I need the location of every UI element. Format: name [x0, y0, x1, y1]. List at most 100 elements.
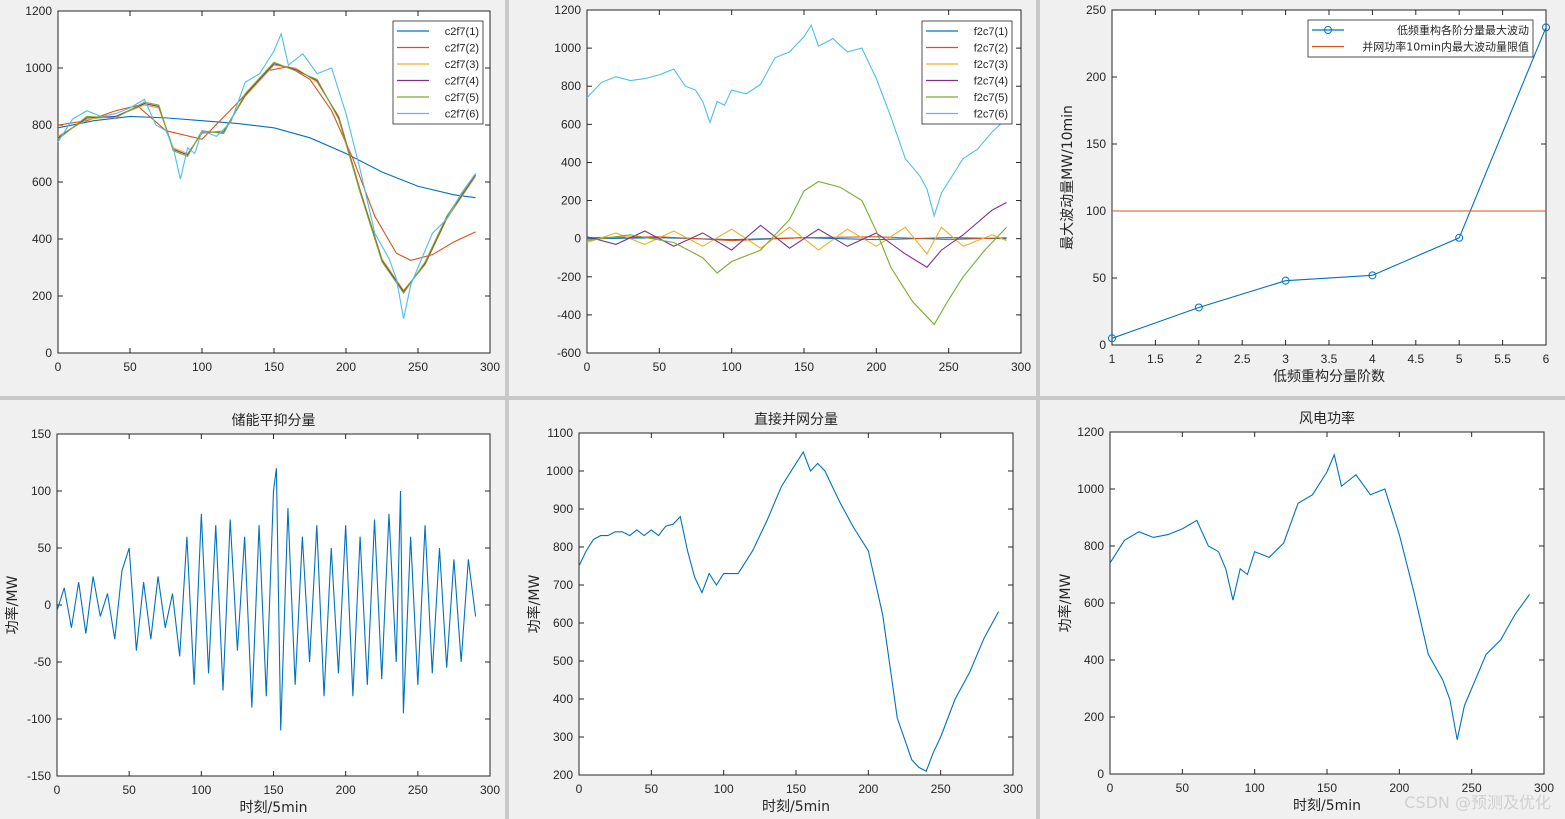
chart-title: 储能平抑分量: [232, 413, 316, 429]
x-tick-label: 0: [1107, 781, 1114, 795]
storage-chart: 0 50 100 150 200 250 300 -150 -100 -50 0 50 100 150 储能…: [4, 413, 500, 816]
legend-box: [392, 20, 484, 125]
y-tick-label: 1000: [554, 41, 581, 55]
y-tick-label: -600: [557, 346, 581, 360]
series-line: [578, 450, 1000, 772]
series-line: [57, 32, 477, 319]
y-tick-label: 0: [44, 598, 51, 612]
series-line: [586, 236, 1007, 242]
y-tick-label: 400: [1084, 653, 1104, 667]
chart-panel-f2c7: 0 50 100 150 200 250 300 -600 -400 -200 0 200 400 600…: [513, 0, 1036, 396]
legend-label: f2c7(3): [974, 59, 1008, 71]
series-line: [57, 65, 476, 261]
series-line: [57, 115, 476, 199]
legend-label: c2f7(3): [445, 59, 479, 71]
x-tick-label: 50: [123, 360, 137, 374]
x-tick-label: 1: [1109, 352, 1116, 366]
y-tick-label: 400: [32, 232, 52, 246]
x-axis-label: 时刻/5min: [1293, 798, 1361, 814]
legend-box: [1307, 19, 1534, 58]
x-tick-label: 2: [1195, 352, 1202, 366]
chart-title: 风电功率: [1299, 410, 1355, 427]
y-tick-label: 200: [1084, 710, 1104, 724]
x-tick-label: 4: [1369, 352, 1376, 366]
y-tick-label: 200: [561, 194, 581, 208]
x-tick-label: 200: [336, 360, 356, 374]
x-tick-label: 250: [408, 783, 428, 797]
x-tick-label: 200: [866, 360, 886, 374]
chart-panel-grid: 0 50 100 150 200 250 300 200 300 400 500 600 700 800 9…: [509, 400, 1036, 819]
c2f7-chart: 0 50 100 150 200 250 300 0 200 400 600 800 1000 1200 c…: [25, 4, 500, 374]
plot-area: [56, 433, 491, 777]
y-tick-label: 100: [31, 484, 51, 498]
plot-area: [1111, 9, 1547, 346]
x-tick-label: 5: [1456, 352, 1463, 366]
y-tick-label: 100: [1086, 204, 1106, 218]
x-tick-label: 0: [576, 782, 583, 796]
x-tick-label: 200: [858, 782, 878, 796]
legend-marker: [1324, 26, 1332, 34]
y-tick-label: 1200: [1077, 425, 1104, 439]
y-tick-label: 0: [45, 346, 52, 360]
x-tick-label: 150: [794, 360, 814, 374]
x-tick-label: 100: [191, 783, 211, 797]
y-tick-label: 200: [1086, 70, 1106, 84]
y-tick-label: 1000: [546, 464, 573, 478]
y-tick-label: 400: [553, 692, 573, 706]
x-tick-label: 3: [1282, 352, 1289, 366]
y-tick-label: 250: [1086, 3, 1106, 17]
legend-label: c2f7(5): [445, 92, 479, 104]
y-tick-label: 800: [553, 540, 573, 554]
x-tick-label: 150: [1317, 781, 1337, 795]
wind-chart: 0 50 100 150 200 250 300 0 200 400 600 800 1000 1200 风…: [1057, 410, 1554, 814]
legend-label: c2f7(2): [445, 43, 479, 55]
x-tick-label: 0: [55, 360, 62, 374]
y-tick-label: 1000: [25, 61, 52, 75]
y-tick-label: 0: [574, 232, 581, 246]
y-tick-label: 400: [561, 155, 581, 169]
legend-label: f2c7(1): [974, 26, 1008, 38]
legend-label: 并网功率10min内最大波动量限值: [1362, 40, 1529, 54]
series-point: [1368, 271, 1377, 280]
f2c7-chart: 0 50 100 150 200 250 300 -600 -400 -200 0 200 400 600…: [554, 3, 1031, 374]
legend-box: [921, 20, 1013, 125]
x-axis-label: 时刻/5min: [762, 799, 830, 815]
y-tick-label: 1000: [1077, 482, 1104, 496]
panel-divider: [0, 396, 1565, 400]
plot-area: [1109, 431, 1545, 775]
x-tick-label: 300: [480, 783, 500, 797]
series-point: [1194, 303, 1203, 312]
x-tick-label: 0: [54, 783, 61, 797]
y-tick-label: 600: [561, 117, 581, 131]
x-tick-label: 250: [408, 360, 428, 374]
y-tick-label: 0: [1097, 767, 1104, 781]
x-tick-label: 50: [1176, 781, 1190, 795]
y-axis-label: 功率/MW: [1057, 574, 1074, 633]
series-line: [586, 180, 1007, 326]
x-axis-label: 低频重构分量阶数: [1273, 369, 1385, 385]
y-tick-label: -200: [557, 270, 581, 284]
y-tick-label: 600: [32, 175, 52, 189]
plot-area: [578, 432, 1014, 776]
y-tick-label: -100: [27, 712, 51, 726]
chart-panel-max-fluct: 1 1.5 2 2.5 3 3.5 4 4.5 5 5.5 6 0 50 100 150 200 250 低频重构…: [1040, 0, 1565, 396]
y-tick-label: -50: [34, 655, 52, 669]
y-axis-label: 功率/MW: [526, 575, 543, 634]
x-tick-label: 100: [722, 360, 742, 374]
y-tick-label: 150: [1086, 137, 1106, 151]
x-tick-label: 100: [192, 360, 212, 374]
x-tick-label: 250: [931, 782, 951, 796]
x-tick-label: 6: [1543, 352, 1550, 366]
chart-title: 直接并网分量: [754, 411, 838, 428]
legend-label: c2f7(1): [445, 26, 479, 38]
chart-panel-c2f7: 0 50 100 150 200 250 300 0 200 400 600 800 1000 1200 c…: [0, 0, 505, 396]
watermark: CSDN @预测及优化: [1404, 793, 1551, 812]
series-point: [1455, 233, 1464, 242]
y-tick-label: 1200: [25, 4, 52, 18]
x-tick-label: 4.5: [1407, 352, 1424, 366]
y-tick-label: 1200: [554, 3, 581, 17]
x-tick-label: 100: [714, 782, 734, 796]
y-tick-label: 50: [38, 541, 52, 555]
y-tick-label: 600: [1084, 596, 1104, 610]
x-tick-label: 150: [263, 783, 283, 797]
